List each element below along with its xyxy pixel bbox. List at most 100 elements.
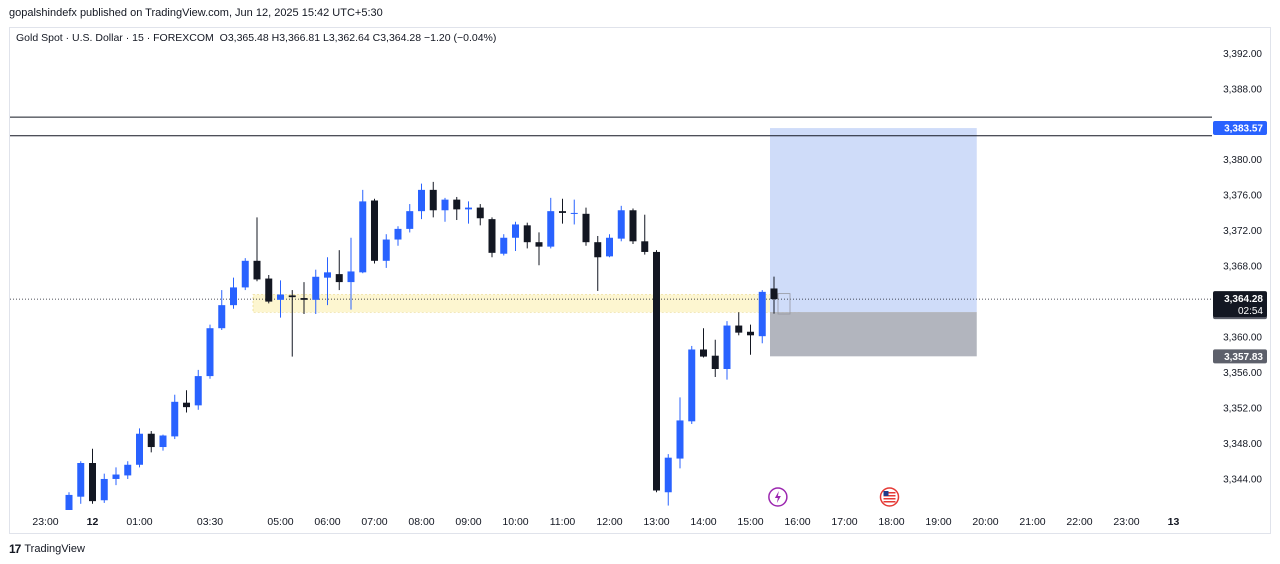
- last-price-badge: [1213, 291, 1267, 318]
- candle-body: [582, 213, 590, 243]
- position-stop-zone: [770, 312, 977, 357]
- candle-body: [641, 241, 649, 252]
- y-tick-label: 3,380.00: [1223, 155, 1262, 166]
- candle-body: [359, 201, 367, 273]
- candle-body: [347, 271, 355, 283]
- candle-body: [606, 237, 613, 257]
- candle-body: [465, 207, 472, 210]
- candle-body: [265, 278, 273, 302]
- x-tick-label: 17:00: [831, 516, 857, 528]
- x-tick-label: 13:00: [643, 516, 669, 528]
- y-tick-label: 3,348.00: [1223, 439, 1262, 450]
- flag-canton: [883, 491, 889, 496]
- supply-demand-zone: [252, 294, 802, 313]
- brand-label: TradingView: [24, 543, 85, 555]
- x-tick-label: 19:00: [925, 516, 951, 528]
- candle-body: [335, 274, 343, 283]
- candle-body: [253, 260, 261, 280]
- candle-body: [688, 349, 696, 422]
- candle-body: [629, 210, 637, 242]
- y-tick-label: 3,388.00: [1223, 84, 1262, 95]
- x-tick-label: 20:00: [972, 516, 998, 528]
- x-tick-label: 13: [1168, 516, 1180, 528]
- publisher-line: gopalshindefx published on TradingView.c…: [9, 7, 383, 19]
- candle-body: [441, 199, 449, 211]
- chart-frame: [9, 27, 1271, 534]
- candle-body: [194, 376, 202, 406]
- candle-body: [570, 212, 578, 214]
- tradingview-logo-icon: 17: [9, 542, 21, 556]
- flag-stripe: [883, 501, 896, 503]
- candle-body: [100, 478, 108, 501]
- candle-body: [65, 494, 73, 510]
- entry-marker-box: [777, 293, 791, 315]
- candle-body: [218, 305, 226, 329]
- candle-body: [371, 200, 378, 261]
- x-tick-label: 10:00: [502, 516, 528, 528]
- symbol-info-label[interactable]: Gold Spot · U.S. Dollar · 15 · FOREXCOM: [16, 32, 214, 44]
- candle-body: [77, 463, 85, 497]
- candle-body: [112, 474, 120, 479]
- us-flag-icon: [879, 487, 900, 507]
- x-tick-label: 21:00: [1019, 516, 1045, 528]
- flag-stripe: [883, 492, 896, 494]
- x-tick-label: 11:00: [550, 516, 576, 528]
- candle-body: [382, 239, 390, 261]
- candle-body: [171, 401, 179, 437]
- position-target-zone: [770, 128, 977, 313]
- price-badge-target: [1213, 121, 1267, 136]
- candle-body: [418, 189, 425, 212]
- candle-body: [429, 189, 437, 211]
- x-tick-label: 09:00: [455, 516, 481, 528]
- candle-body: [735, 325, 743, 333]
- candle-body: [136, 433, 143, 465]
- candle-body: [594, 242, 602, 258]
- candle-body: [617, 210, 625, 239]
- y-tick-label: 3,352.00: [1223, 404, 1262, 415]
- y-tick-label: 3,360.00: [1223, 333, 1262, 344]
- candle-body: [723, 325, 731, 369]
- x-tick-label: 16:00: [784, 516, 810, 528]
- flag-stripe: [883, 495, 896, 497]
- candle-body: [523, 225, 531, 243]
- symbol-legend[interactable]: Gold Spot · U.S. Dollar · 15 · FOREXCOM …: [16, 32, 496, 44]
- candle-body: [394, 228, 402, 240]
- price-badge-label: 3,383.57: [1224, 124, 1263, 135]
- x-tick-label: 01:00: [126, 516, 152, 528]
- candle-body: [288, 295, 296, 298]
- x-tick-label: 03:30: [197, 516, 223, 528]
- candle-body: [747, 331, 754, 336]
- candle-body: [453, 199, 461, 210]
- candle-body: [476, 207, 484, 219]
- candle-body: [230, 287, 237, 306]
- candle-body: [711, 355, 719, 369]
- x-tick-label: 15:00: [737, 516, 763, 528]
- y-tick-label: 3,392.00: [1223, 49, 1262, 60]
- price-badge-stop: [1213, 349, 1267, 364]
- x-tick-label: 07:00: [361, 516, 387, 528]
- y-tick-label: 3,372.00: [1223, 226, 1262, 237]
- tradingview-footer[interactable]: 17 TradingView: [9, 542, 85, 556]
- candle-body: [758, 291, 766, 337]
- x-tick-label: 12: [87, 516, 99, 528]
- candle-body: [147, 433, 155, 448]
- candle-body: [700, 349, 707, 357]
- candle-body: [183, 402, 190, 408]
- lightning-bolt: [774, 491, 781, 503]
- y-tick-label: 3,344.00: [1223, 474, 1262, 485]
- y-tick-label: 3,368.00: [1223, 262, 1262, 273]
- candle-body: [653, 251, 660, 491]
- x-tick-label: 06:00: [314, 516, 340, 528]
- candle-body: [559, 211, 566, 213]
- candle-body: [535, 242, 543, 247]
- y-tick-label: 3,376.00: [1223, 191, 1262, 202]
- x-tick-label: 23:00: [1113, 516, 1139, 528]
- last-price-label: 3,364.28: [1224, 294, 1263, 305]
- x-tick-label: 23:00: [32, 516, 58, 528]
- candle-body: [124, 464, 132, 476]
- candle-body: [324, 272, 331, 278]
- candle-body: [547, 211, 555, 247]
- candle-body: [241, 260, 249, 288]
- candle-body: [206, 328, 214, 377]
